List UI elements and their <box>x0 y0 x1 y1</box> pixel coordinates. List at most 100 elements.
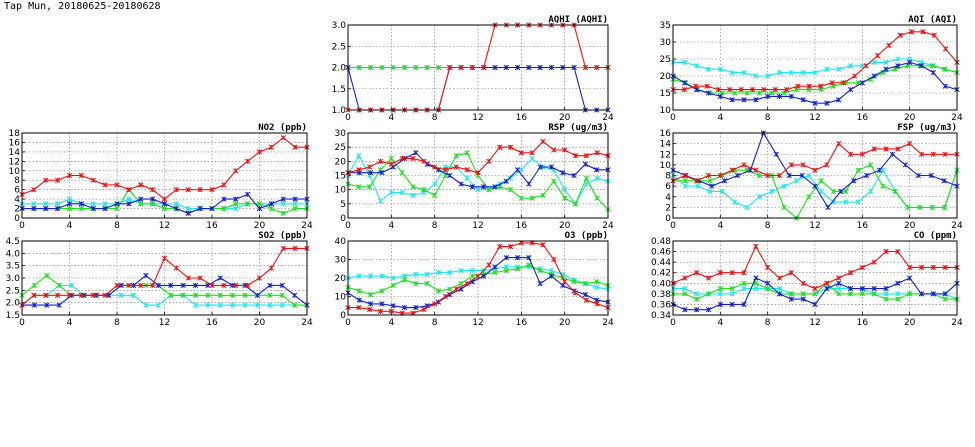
data-point-red <box>256 149 263 155</box>
data-point-blue <box>582 291 589 298</box>
x-tick-label: 8 <box>765 113 771 123</box>
data-point-cyan <box>192 302 199 308</box>
data-point-blue <box>800 296 806 302</box>
chart-title: FSP (ug/m3) <box>897 123 957 133</box>
x-tick-label: 24 <box>951 221 963 231</box>
data-point-cyan <box>741 285 747 292</box>
x-tick-label: 16 <box>516 318 528 328</box>
data-point-red <box>931 32 937 38</box>
data-point-red <box>908 29 915 35</box>
data-point-red <box>149 282 156 289</box>
data-point-red <box>883 248 889 255</box>
data-point-red <box>847 151 854 157</box>
x-tick-label: 4 <box>717 113 723 123</box>
data-point-blue <box>192 282 199 289</box>
data-point-blue <box>594 167 600 173</box>
y-tick-label: 14 <box>9 148 21 158</box>
data-point-red <box>292 245 298 252</box>
data-point-blue <box>902 162 909 168</box>
data-point-green <box>447 286 453 292</box>
data-point-blue <box>560 170 566 176</box>
data-point-green <box>367 184 373 190</box>
data-point-cyan <box>356 153 362 159</box>
x-tick-label: 20 <box>559 318 571 328</box>
data-point-green <box>242 292 248 298</box>
series-line-blue <box>672 61 958 104</box>
y-tick-label: 18 <box>9 129 21 139</box>
x-tick-label: 20 <box>254 221 266 231</box>
data-point-green <box>435 288 442 294</box>
page-title: Tap Mun, 20180625-20180628 <box>4 1 161 12</box>
data-point-green <box>217 292 223 298</box>
data-point-red <box>432 301 438 307</box>
data-point-red <box>806 83 812 89</box>
data-point-red <box>727 86 733 93</box>
chart-title: SO2 (ppb) <box>258 231 307 241</box>
x-tick-label: 8 <box>765 318 771 328</box>
data-point-red <box>852 73 858 79</box>
data-point-red <box>377 158 384 164</box>
data-point-cyan <box>267 302 273 308</box>
data-point-blue <box>173 205 180 212</box>
data-point-cyan <box>800 69 806 76</box>
data-point-cyan <box>843 199 849 205</box>
data-point-red <box>469 64 476 71</box>
data-point-green <box>929 204 935 211</box>
data-point-red <box>464 167 470 173</box>
y-tick-label: 1.5 <box>332 85 346 95</box>
data-point-cyan <box>424 271 430 277</box>
y-tick-label: 2.5 <box>6 286 20 296</box>
chart-title: RSP (ug/m3) <box>548 123 608 133</box>
y-tick-label: 0.42 <box>651 269 671 279</box>
data-point-green <box>765 285 771 292</box>
data-point-green <box>379 288 385 294</box>
data-point-blue <box>694 307 700 313</box>
data-point-green <box>192 292 199 298</box>
data-point-red <box>859 264 865 271</box>
data-point-red <box>244 158 251 164</box>
y-tick-label: 2.0 <box>332 64 347 74</box>
data-point-red <box>280 245 286 252</box>
data-point-blue <box>31 205 37 212</box>
data-point-blue <box>717 301 723 308</box>
data-point-red <box>54 177 61 183</box>
data-point-green <box>149 201 156 207</box>
y-tick-label: 3.0 <box>332 21 347 31</box>
data-point-blue <box>571 64 577 71</box>
data-point-blue <box>447 172 453 179</box>
data-point-red <box>233 282 239 289</box>
data-point-red <box>518 150 524 156</box>
data-point-red <box>594 150 600 156</box>
data-point-green <box>367 291 374 298</box>
data-point-green <box>830 188 837 195</box>
x-tick-label: 20 <box>904 113 916 123</box>
data-point-blue <box>413 150 419 156</box>
data-point-blue <box>43 205 49 212</box>
data-point-red <box>594 64 600 71</box>
data-point-green <box>729 285 735 292</box>
data-point-cyan <box>464 175 470 181</box>
y-tick-label: 3.0 <box>6 274 21 284</box>
data-point-blue <box>942 291 948 297</box>
data-point-red <box>367 164 373 170</box>
data-point-blue <box>729 301 735 308</box>
data-point-green <box>267 292 273 298</box>
data-point-cyan <box>682 183 689 189</box>
x-tick-label: 4 <box>388 221 394 231</box>
data-point-red <box>562 279 568 285</box>
data-point-blue <box>863 172 870 179</box>
data-point-red <box>776 172 783 179</box>
data-point-cyan <box>682 285 688 292</box>
x-tick-label: 24 <box>951 318 963 328</box>
y-tick-label: 0.36 <box>651 300 671 310</box>
data-point-green <box>694 296 700 302</box>
data-point-red <box>871 259 877 265</box>
data-point-cyan <box>753 285 759 292</box>
data-point-cyan <box>447 269 453 276</box>
data-point-blue <box>155 282 161 289</box>
data-point-blue <box>883 285 889 292</box>
data-point-blue <box>682 80 688 86</box>
data-point-green <box>529 195 535 201</box>
y-tick-label: 0.48 <box>651 237 671 247</box>
